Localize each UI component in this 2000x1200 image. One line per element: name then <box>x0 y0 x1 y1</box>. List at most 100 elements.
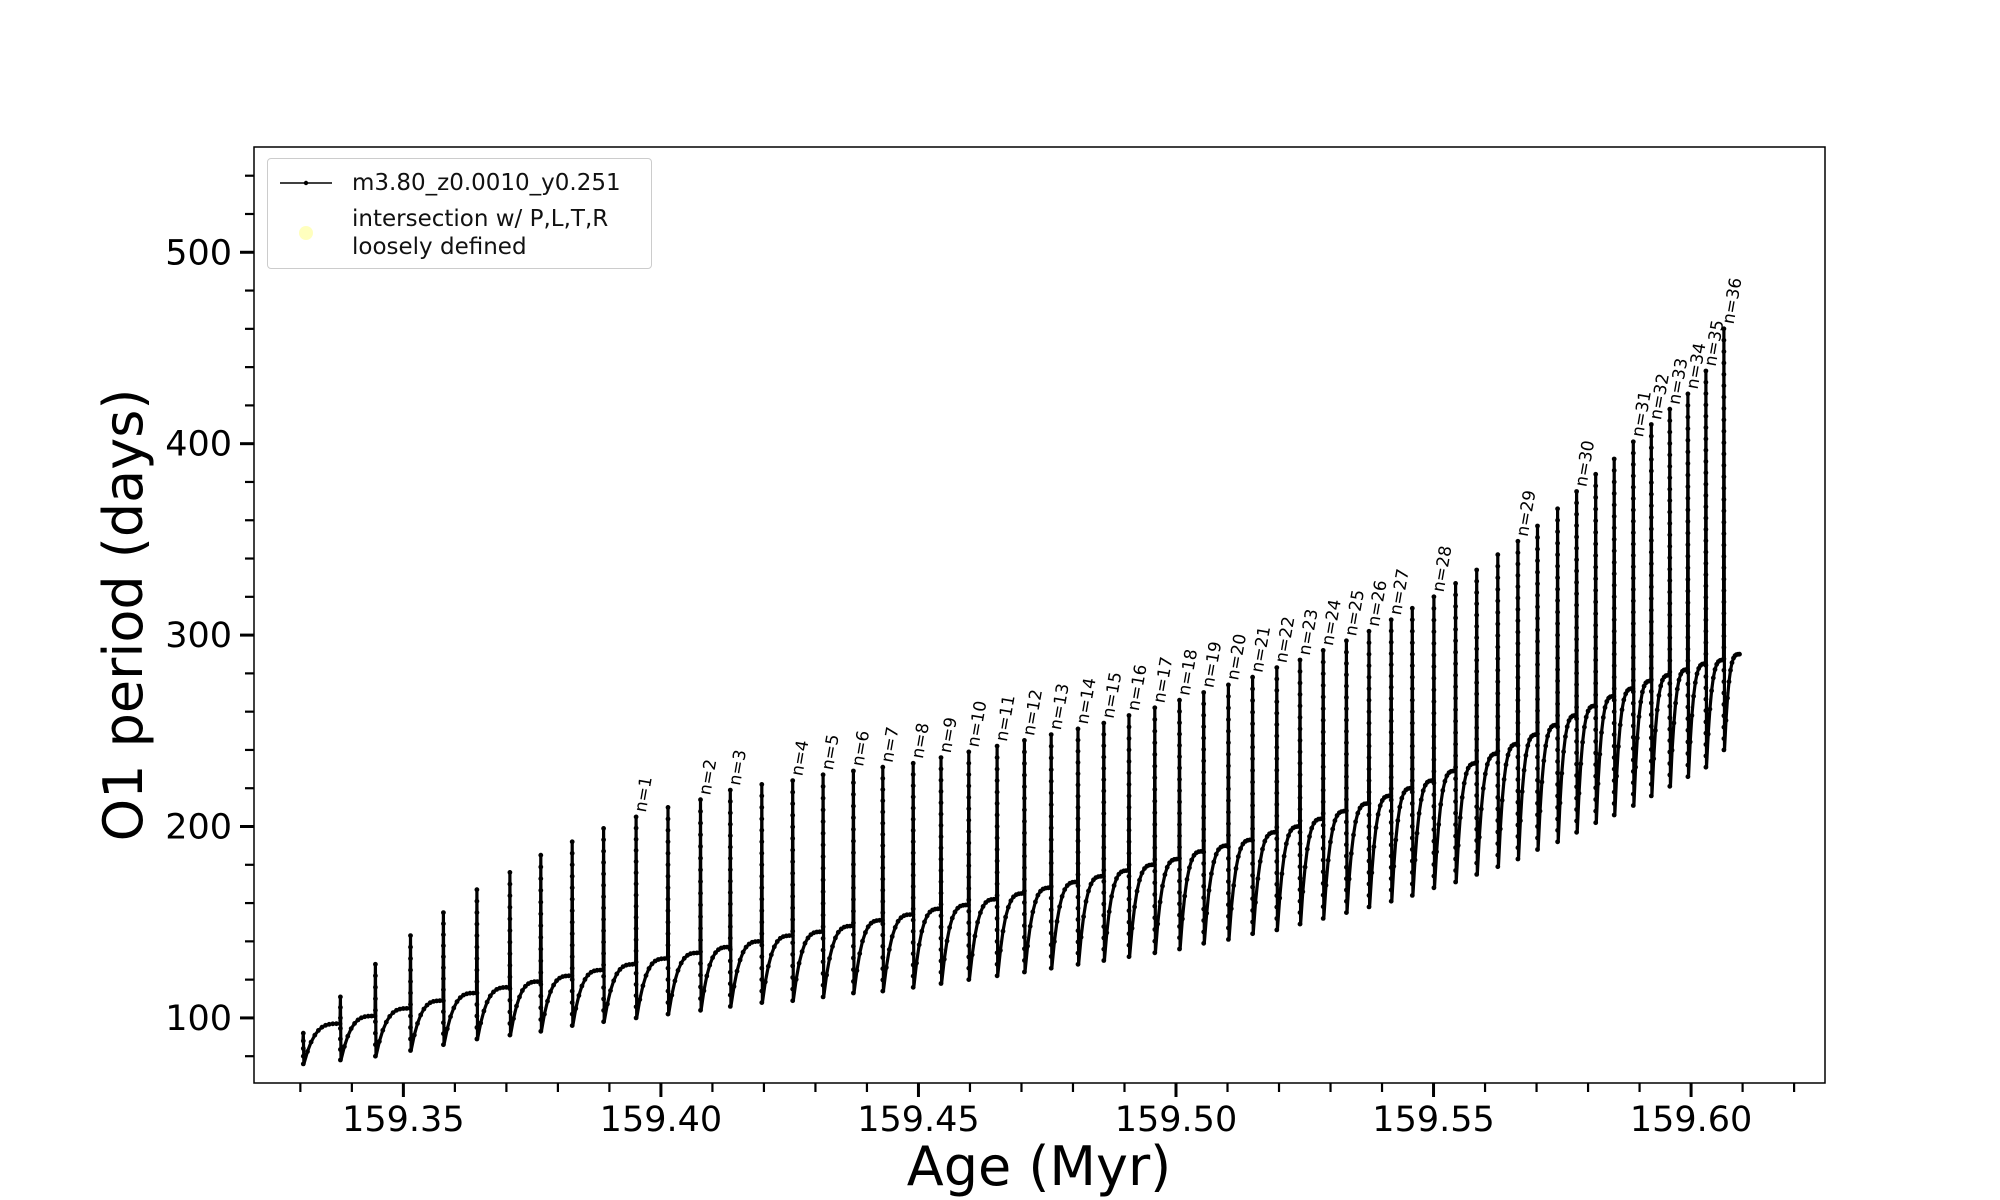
data-point <box>1555 506 1560 512</box>
data-point <box>1344 740 1349 746</box>
data-point <box>1671 720 1677 726</box>
data-point <box>1611 720 1617 726</box>
data-point <box>1614 773 1619 779</box>
data-point <box>569 931 575 937</box>
data-point <box>1710 675 1716 681</box>
data-point <box>1344 649 1349 655</box>
data-point <box>1457 815 1463 821</box>
data-point <box>698 937 703 943</box>
data-point <box>1703 764 1709 770</box>
data-point <box>1388 786 1394 791</box>
data-point <box>1535 835 1540 841</box>
data-point <box>1332 818 1338 824</box>
data-point <box>924 913 930 919</box>
data-point <box>820 936 826 941</box>
data-point <box>698 926 703 931</box>
data-point <box>1474 748 1480 753</box>
data-point <box>1721 440 1727 446</box>
data-point <box>1685 600 1691 606</box>
data-point <box>1409 785 1415 791</box>
data-point <box>1474 736 1480 742</box>
data-point <box>994 789 1000 795</box>
data-point <box>910 760 916 766</box>
data-point <box>1177 697 1182 703</box>
data-point <box>1495 864 1501 870</box>
data-point <box>1667 589 1673 595</box>
data-point <box>1201 929 1207 935</box>
data-point <box>538 911 544 917</box>
data-point <box>538 1017 544 1022</box>
data-point <box>1048 942 1054 948</box>
data-point <box>1201 883 1207 889</box>
data-point <box>1297 749 1303 755</box>
data-point <box>910 794 916 800</box>
data-point <box>1075 805 1081 810</box>
data-point <box>538 970 544 975</box>
data-point <box>1703 538 1709 544</box>
data-point <box>1344 864 1349 870</box>
data-point <box>1431 792 1437 798</box>
data-point <box>1555 782 1560 787</box>
data-point <box>1274 676 1280 682</box>
data-point <box>300 1053 306 1059</box>
data-point <box>1703 696 1709 702</box>
data-point <box>507 916 513 922</box>
data-point <box>1574 682 1579 687</box>
data-point <box>1226 705 1231 711</box>
data-point <box>569 965 575 971</box>
legend-circle-marker <box>299 226 313 240</box>
data-point <box>441 1031 446 1037</box>
data-point <box>1721 576 1727 582</box>
data-point <box>1721 383 1727 389</box>
data-point <box>1667 555 1673 561</box>
data-point <box>1667 418 1673 424</box>
data-point <box>601 939 606 945</box>
data-point <box>1022 934 1027 940</box>
data-point <box>1022 830 1027 836</box>
data-point <box>727 981 733 987</box>
data-point <box>1075 793 1081 799</box>
data-point <box>569 942 575 948</box>
data-point <box>762 979 768 985</box>
data-point <box>1274 836 1280 842</box>
data-point <box>1535 616 1540 621</box>
data-point <box>1431 652 1437 658</box>
data-point <box>1201 792 1207 798</box>
data-point <box>1611 479 1617 485</box>
data-point <box>1409 870 1415 875</box>
data-point <box>994 778 1000 783</box>
data-point <box>1721 702 1727 707</box>
data-point <box>1281 853 1287 859</box>
data-point <box>1126 873 1132 879</box>
pulse-label: n=12 <box>1019 688 1047 737</box>
data-point <box>1515 799 1521 805</box>
data-point <box>1250 779 1255 785</box>
data-point <box>698 949 703 955</box>
data-point <box>1555 667 1560 672</box>
data-point <box>1412 857 1418 863</box>
data-point <box>1274 904 1280 910</box>
data-point <box>1703 572 1709 578</box>
data-point <box>1574 580 1579 585</box>
data-point <box>1574 829 1579 835</box>
data-point <box>305 1049 310 1054</box>
data-point <box>1721 474 1727 480</box>
data-point <box>820 795 826 801</box>
data-point <box>1611 709 1617 715</box>
data-point <box>585 972 591 978</box>
data-point <box>1052 939 1057 944</box>
data-point <box>1574 795 1579 801</box>
data-point <box>1580 739 1585 745</box>
data-point <box>1725 695 1730 701</box>
data-point <box>1431 641 1437 646</box>
data-point <box>698 855 703 861</box>
data-point <box>633 881 639 887</box>
data-point <box>474 887 480 893</box>
data-point <box>633 859 639 864</box>
data-point <box>1177 810 1182 816</box>
data-point <box>1431 757 1437 763</box>
data-point <box>1685 403 1691 408</box>
data-point <box>910 940 916 945</box>
data-point <box>698 996 703 1001</box>
data-point <box>383 1019 389 1025</box>
